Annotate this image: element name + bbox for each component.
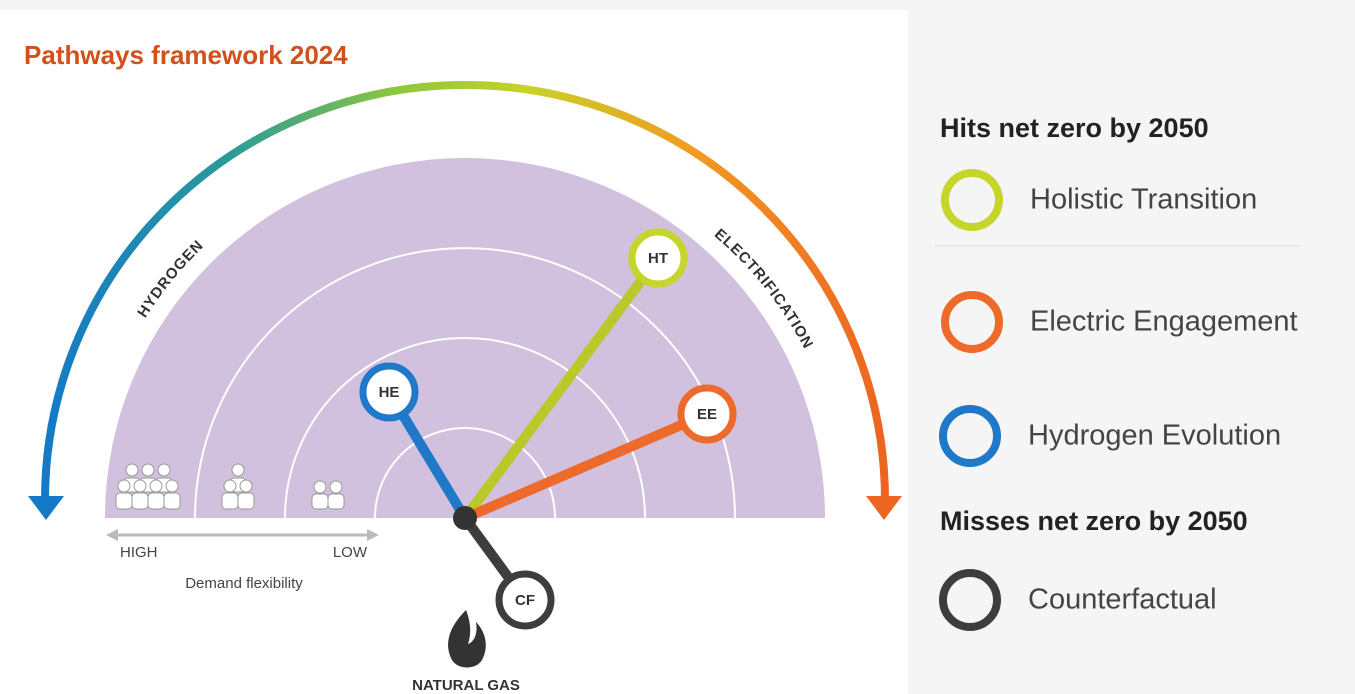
gradient-arc: [41, 81, 889, 501]
legend-swatch: [941, 291, 1003, 353]
marker: [495, 570, 555, 630]
legend-item: Holistic Transition: [1030, 184, 1257, 216]
legend-heading: Misses net zero by 2050: [940, 506, 1248, 536]
flex-arrow: [367, 529, 379, 541]
flex-low: LOW: [333, 544, 368, 561]
legend-heading: Hits net zero by 2050: [940, 113, 1209, 143]
people-icons: [115, 463, 345, 510]
legend-item: Electric Engagement: [1030, 306, 1298, 338]
marker-label: HE: [379, 384, 400, 401]
title: Pathways framework 2024: [24, 40, 348, 70]
marker-label: EE: [697, 406, 717, 423]
legend-swatch: [939, 405, 1001, 467]
legend-item: Hydrogen Evolution: [1028, 420, 1281, 452]
flex-label: Demand flexibility: [185, 575, 303, 592]
marker: [677, 384, 737, 444]
marker-label: HT: [648, 250, 668, 267]
flex-arrow: [106, 529, 118, 541]
marker: [628, 228, 688, 288]
legend-swatch: [939, 569, 1001, 631]
flame-icon: [448, 610, 486, 668]
legend-item: Counterfactual: [1028, 584, 1217, 616]
hub: [453, 506, 477, 530]
flex-high: HIGH: [120, 544, 158, 561]
marker-label: CF: [515, 592, 535, 609]
arrow-left: [28, 496, 64, 520]
marker: [359, 362, 419, 422]
legend-swatch: [941, 169, 1003, 231]
arrow-right: [866, 496, 902, 520]
base-label: NATURAL GAS: [412, 677, 520, 694]
